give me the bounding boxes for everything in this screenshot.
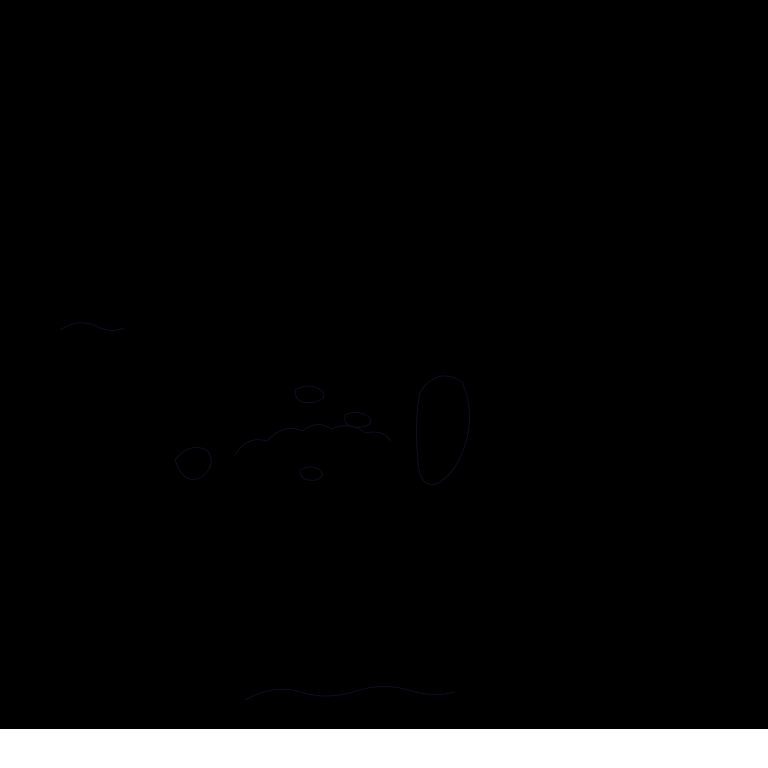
green-airmass-patch <box>525 558 615 605</box>
background-contour-squiggles <box>79 24 739 717</box>
corridor-pale-green-band <box>265 127 579 529</box>
green-airmass-lower-left <box>0 429 561 730</box>
coastlines <box>59 322 470 701</box>
footer-strip <box>0 729 768 768</box>
pale-cyan-lobe-top-left <box>19 6 290 197</box>
run-info-box <box>473 8 697 27</box>
